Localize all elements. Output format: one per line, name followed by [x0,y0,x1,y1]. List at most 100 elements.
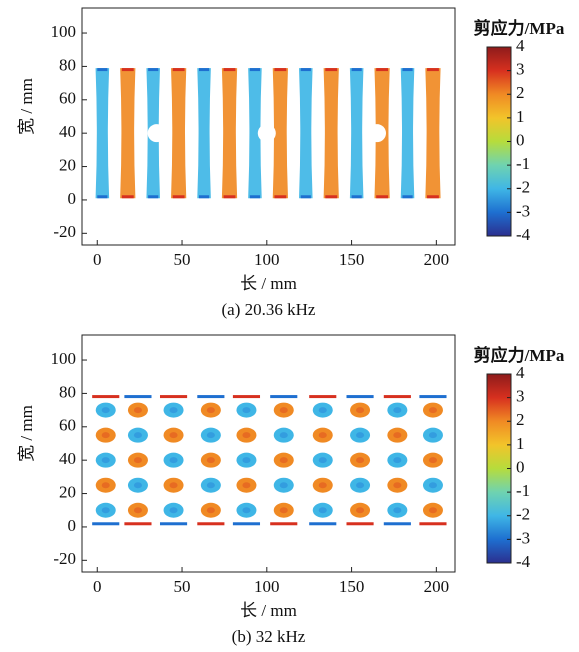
blob-core [101,407,110,414]
axes-frame [81,7,456,246]
stress-blob [350,477,371,493]
blob-core [279,407,288,414]
x-tick-label: 0 [93,250,102,269]
y-tick-label: 100 [51,349,77,368]
blob-core [279,432,288,439]
x-tick-label: 150 [339,250,365,269]
blob-core [393,507,402,514]
blob-core [206,407,215,414]
stress-blob [387,452,408,468]
colorbar-tick-label: -3 [516,201,530,220]
stress-stripe [120,68,136,199]
blob-core [242,457,251,464]
y-tick-label: 60 [59,416,76,435]
stress-blob [312,502,333,518]
y-tick-label: 0 [68,189,77,208]
edge-strip [419,522,447,526]
stress-blob [350,502,371,518]
caption: (b) 32 kHz [232,627,306,646]
blob-core [133,482,142,489]
edge-strip [270,395,298,399]
blob-core [169,507,178,514]
stripe-edge [121,195,134,199]
stress-stripe [323,68,339,199]
blob-core [169,457,178,464]
stress-blob [387,402,408,418]
edge-strip [232,395,261,399]
blob-core [428,407,437,414]
blob-core [206,507,215,514]
stress-blob [312,402,333,418]
blob-core [393,457,402,464]
y-tick-label: -20 [53,549,76,568]
x-axis-label: 长 / mm [240,601,297,620]
edge-strip [419,395,447,399]
edge-strip [383,522,411,526]
stress-blob [273,402,294,418]
edge-strip [159,522,188,526]
stress-blob [95,502,116,518]
stress-blob [350,402,371,418]
edge-strip [197,395,225,399]
x-tick-label: 150 [339,577,365,596]
stress-blob [422,427,443,443]
stress-blob [127,452,148,468]
edge-strip [197,522,225,526]
stripe-edge [351,68,362,72]
stripe-edge [97,68,108,72]
edge-strip [346,395,374,399]
stripe-edge [148,195,159,199]
stress-blob [163,502,184,518]
stripe-edge [121,68,134,72]
stripe-edge [97,195,108,199]
y-axis-label: 宽 / mm [17,78,36,135]
hole [368,124,387,143]
stress-stripe [95,68,110,199]
blob-core [428,507,437,514]
blob-core [356,432,365,439]
blob-core [133,457,142,464]
edge-strip [92,395,120,399]
stress-blob [422,502,443,518]
stress-blob [127,402,148,418]
blob-core [318,432,327,439]
stripe-edge [351,195,362,199]
colorbar-tick-label: -4 [516,552,531,571]
x-tick-label: 0 [93,577,102,596]
y-tick-label: 80 [59,382,76,401]
blob-core [206,482,215,489]
colorbar-tick-label: -2 [516,178,530,197]
y-axis-label: 宽 / mm [17,405,36,462]
stripe-edge [198,195,210,199]
blob-core [393,432,402,439]
stripe-edge [223,68,236,72]
stress-stripe [221,68,238,199]
blob-core [242,432,251,439]
stress-blob [163,477,184,493]
edge-strip [124,522,152,526]
stress-stripe [248,68,262,199]
colorbar-tick-label: 4 [516,36,525,55]
y-tick-label: 80 [59,55,76,74]
colorbar-tick-label: -2 [516,505,530,524]
stress-blob [236,427,257,443]
stress-blob [273,427,294,443]
stripe-edge [300,195,311,199]
stress-blob [350,452,371,468]
stress-blob [95,452,116,468]
stress-blob [387,477,408,493]
stress-blob [236,477,257,493]
y-tick-label: 60 [59,89,76,108]
colorbar-tick-label: 0 [516,130,525,149]
stress-blob [387,502,408,518]
stress-blob [95,477,116,493]
blob-core [242,507,251,514]
y-tick-label: 0 [68,516,77,535]
stress-stripe [400,68,415,199]
stripe-edge [198,68,210,72]
x-axis-label: 长 / mm [240,274,297,293]
stress-blob [95,402,116,418]
stripe-edge [402,68,413,72]
stress-blob [127,427,148,443]
field-plot [95,68,441,199]
